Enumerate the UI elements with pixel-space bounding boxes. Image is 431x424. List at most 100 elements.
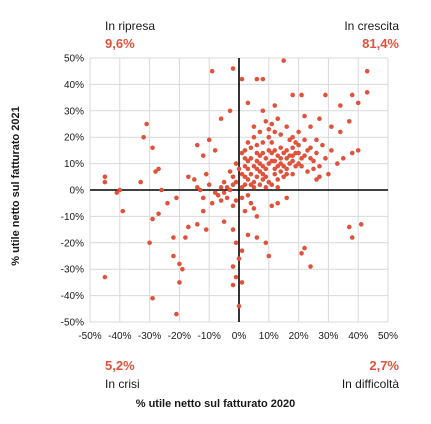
data-point <box>281 163 287 169</box>
x-axis-label: % utile netto sul fatturato 2020 <box>135 398 296 410</box>
data-point <box>242 163 248 169</box>
data-point <box>263 156 269 161</box>
y-tick-label: -20% <box>61 238 84 249</box>
data-point <box>221 219 227 224</box>
quadrant-top-left-label: In ripresa <box>105 19 156 33</box>
data-point <box>218 116 224 122</box>
data-point <box>293 163 298 169</box>
data-point <box>257 161 263 166</box>
y-axis-label: % utile netto sul fatturato 2021 <box>10 106 22 266</box>
data-point <box>314 150 319 156</box>
data-point <box>349 92 355 98</box>
data-point <box>281 58 287 63</box>
data-point <box>254 158 260 164</box>
data-point <box>278 169 284 174</box>
data-point <box>266 161 272 166</box>
y-tick-label: 30% <box>64 106 84 117</box>
data-point <box>290 92 295 98</box>
data-point <box>239 76 245 82</box>
data-point <box>275 185 281 190</box>
data-point <box>206 137 212 143</box>
data-point <box>257 182 263 188</box>
data-point <box>284 124 289 129</box>
y-tick-label: -30% <box>61 265 84 276</box>
data-point <box>308 124 313 129</box>
data-point <box>242 148 248 153</box>
data-point <box>138 179 143 185</box>
data-point <box>260 171 266 177</box>
data-point <box>290 153 295 158</box>
data-point <box>269 140 275 145</box>
data-point <box>239 195 245 201</box>
data-point <box>242 208 248 214</box>
data-point <box>329 148 334 153</box>
data-point <box>212 148 218 153</box>
data-point <box>171 253 176 259</box>
data-point <box>308 264 313 269</box>
data-point <box>355 148 361 153</box>
data-point <box>209 200 215 206</box>
data-point <box>230 227 236 232</box>
data-point <box>230 66 236 71</box>
data-point <box>245 177 251 182</box>
data-point <box>227 187 233 193</box>
data-point <box>355 100 361 106</box>
y-tick-label: -50% <box>61 318 84 329</box>
data-point <box>275 153 281 158</box>
data-point <box>203 227 209 232</box>
quadrant-bottom-right-value: 2,7% <box>369 358 399 373</box>
data-point <box>251 124 257 129</box>
data-point <box>245 232 251 238</box>
data-point <box>314 137 319 143</box>
data-point <box>251 185 257 190</box>
y-tick-label: 20% <box>64 133 84 144</box>
data-point <box>284 171 289 177</box>
data-point <box>317 163 322 169</box>
data-point <box>233 240 239 246</box>
y-tick-label: -40% <box>61 291 84 302</box>
data-point <box>156 166 161 172</box>
quadrant-top-right-value: 81,4% <box>362 36 399 51</box>
data-point <box>299 163 304 169</box>
data-point <box>323 156 328 161</box>
data-point <box>251 179 257 185</box>
data-point <box>230 203 236 209</box>
data-point <box>242 156 248 161</box>
data-point <box>302 137 307 143</box>
y-tick-label: -10% <box>61 212 84 223</box>
data-point <box>239 280 245 285</box>
data-point <box>233 179 239 185</box>
x-tick-label: 0% <box>232 331 247 342</box>
data-point <box>284 166 289 172</box>
data-point <box>275 200 281 206</box>
data-point <box>239 150 245 156</box>
data-point <box>254 150 260 156</box>
data-point <box>242 182 248 188</box>
data-point <box>144 121 149 127</box>
data-point <box>248 145 254 151</box>
data-point <box>239 185 245 190</box>
data-point <box>230 282 236 288</box>
data-point <box>177 280 182 285</box>
data-point <box>323 92 328 98</box>
data-point <box>260 177 266 182</box>
data-point <box>329 124 334 129</box>
data-point <box>272 166 278 172</box>
data-point <box>287 161 292 166</box>
data-point <box>263 174 269 180</box>
data-point <box>174 311 179 317</box>
data-point <box>290 145 295 151</box>
data-point <box>200 153 206 158</box>
data-point <box>224 185 230 190</box>
data-point <box>317 116 322 122</box>
data-point <box>254 174 260 180</box>
data-point <box>335 161 340 166</box>
data-point <box>245 192 251 198</box>
y-tick-label: 10% <box>64 159 84 170</box>
data-point <box>251 206 257 211</box>
data-point <box>299 156 304 161</box>
data-point <box>206 182 212 188</box>
data-point <box>305 148 310 153</box>
